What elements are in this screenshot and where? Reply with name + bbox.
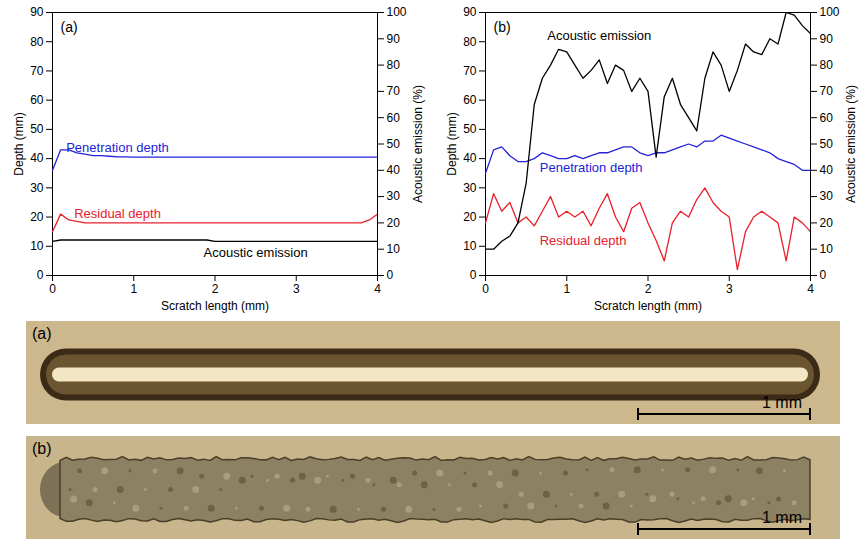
svg-text:1: 1	[563, 282, 570, 296]
svg-text:10: 10	[820, 242, 834, 256]
svg-text:10: 10	[387, 242, 401, 256]
svg-text:60: 60	[30, 93, 44, 107]
svg-text:Acoustic emission: Acoustic emission	[547, 28, 651, 43]
svg-text:50: 50	[30, 122, 44, 136]
svg-text:Acoustic emission: Acoustic emission	[204, 245, 308, 260]
svg-text:Depth (mm): Depth (mm)	[445, 112, 459, 175]
svg-text:1: 1	[130, 282, 137, 296]
svg-text:Residual depth: Residual depth	[74, 206, 161, 221]
svg-text:0: 0	[37, 268, 44, 282]
svg-text:70: 70	[387, 84, 401, 98]
svg-text:4: 4	[807, 282, 814, 296]
svg-text:Residual depth: Residual depth	[540, 233, 627, 248]
svg-text:80: 80	[820, 58, 834, 72]
svg-text:60: 60	[820, 111, 834, 125]
svg-text:1 mm: 1 mm	[762, 509, 802, 526]
svg-text:90: 90	[463, 5, 477, 19]
svg-text:3: 3	[726, 282, 733, 296]
svg-text:0: 0	[482, 282, 489, 296]
svg-text:60: 60	[463, 93, 477, 107]
svg-text:1 mm: 1 mm	[762, 394, 802, 411]
svg-text:Scratch length (mm): Scratch length (mm)	[161, 299, 269, 313]
svg-text:Penetration depth: Penetration depth	[66, 140, 169, 155]
svg-text:100: 100	[387, 5, 407, 19]
svg-text:40: 40	[387, 163, 401, 177]
svg-text:50: 50	[463, 122, 477, 136]
svg-text:Acoustic emission (%): Acoustic emission (%)	[844, 85, 858, 203]
svg-text:Acoustic emission (%): Acoustic emission (%)	[411, 85, 425, 203]
svg-text:70: 70	[30, 64, 44, 78]
svg-text:(a): (a)	[32, 325, 52, 342]
svg-text:30: 30	[387, 189, 401, 203]
svg-text:30: 30	[463, 181, 477, 195]
svg-text:80: 80	[30, 35, 44, 49]
svg-text:20: 20	[387, 216, 401, 230]
svg-text:4: 4	[374, 282, 381, 296]
svg-text:0: 0	[470, 268, 477, 282]
svg-text:70: 70	[463, 64, 477, 78]
svg-text:Penetration depth: Penetration depth	[540, 160, 643, 175]
svg-text:30: 30	[30, 181, 44, 195]
svg-text:40: 40	[463, 151, 477, 165]
svg-text:0: 0	[820, 268, 827, 282]
svg-text:(a): (a)	[61, 19, 78, 35]
svg-text:80: 80	[463, 35, 477, 49]
svg-text:Scratch length (mm): Scratch length (mm)	[594, 299, 702, 313]
svg-text:90: 90	[820, 32, 834, 46]
svg-text:40: 40	[30, 151, 44, 165]
svg-text:0: 0	[387, 268, 394, 282]
svg-text:50: 50	[387, 137, 401, 151]
svg-text:10: 10	[30, 239, 44, 253]
svg-text:40: 40	[820, 163, 834, 177]
svg-text:50: 50	[820, 137, 834, 151]
svg-text:2: 2	[212, 282, 219, 296]
svg-text:70: 70	[820, 84, 834, 98]
svg-text:(b): (b)	[494, 19, 511, 35]
svg-text:2: 2	[645, 282, 652, 296]
svg-text:60: 60	[387, 111, 401, 125]
svg-text:3: 3	[293, 282, 300, 296]
svg-text:(b): (b)	[32, 440, 52, 457]
svg-text:20: 20	[820, 216, 834, 230]
svg-text:10: 10	[463, 239, 477, 253]
svg-text:80: 80	[387, 58, 401, 72]
svg-text:20: 20	[30, 210, 44, 224]
svg-text:Depth (mm): Depth (mm)	[12, 112, 26, 175]
svg-text:30: 30	[820, 189, 834, 203]
svg-text:0: 0	[49, 282, 56, 296]
svg-text:20: 20	[463, 210, 477, 224]
svg-text:100: 100	[820, 5, 840, 19]
svg-text:90: 90	[387, 32, 401, 46]
svg-text:90: 90	[30, 5, 44, 19]
